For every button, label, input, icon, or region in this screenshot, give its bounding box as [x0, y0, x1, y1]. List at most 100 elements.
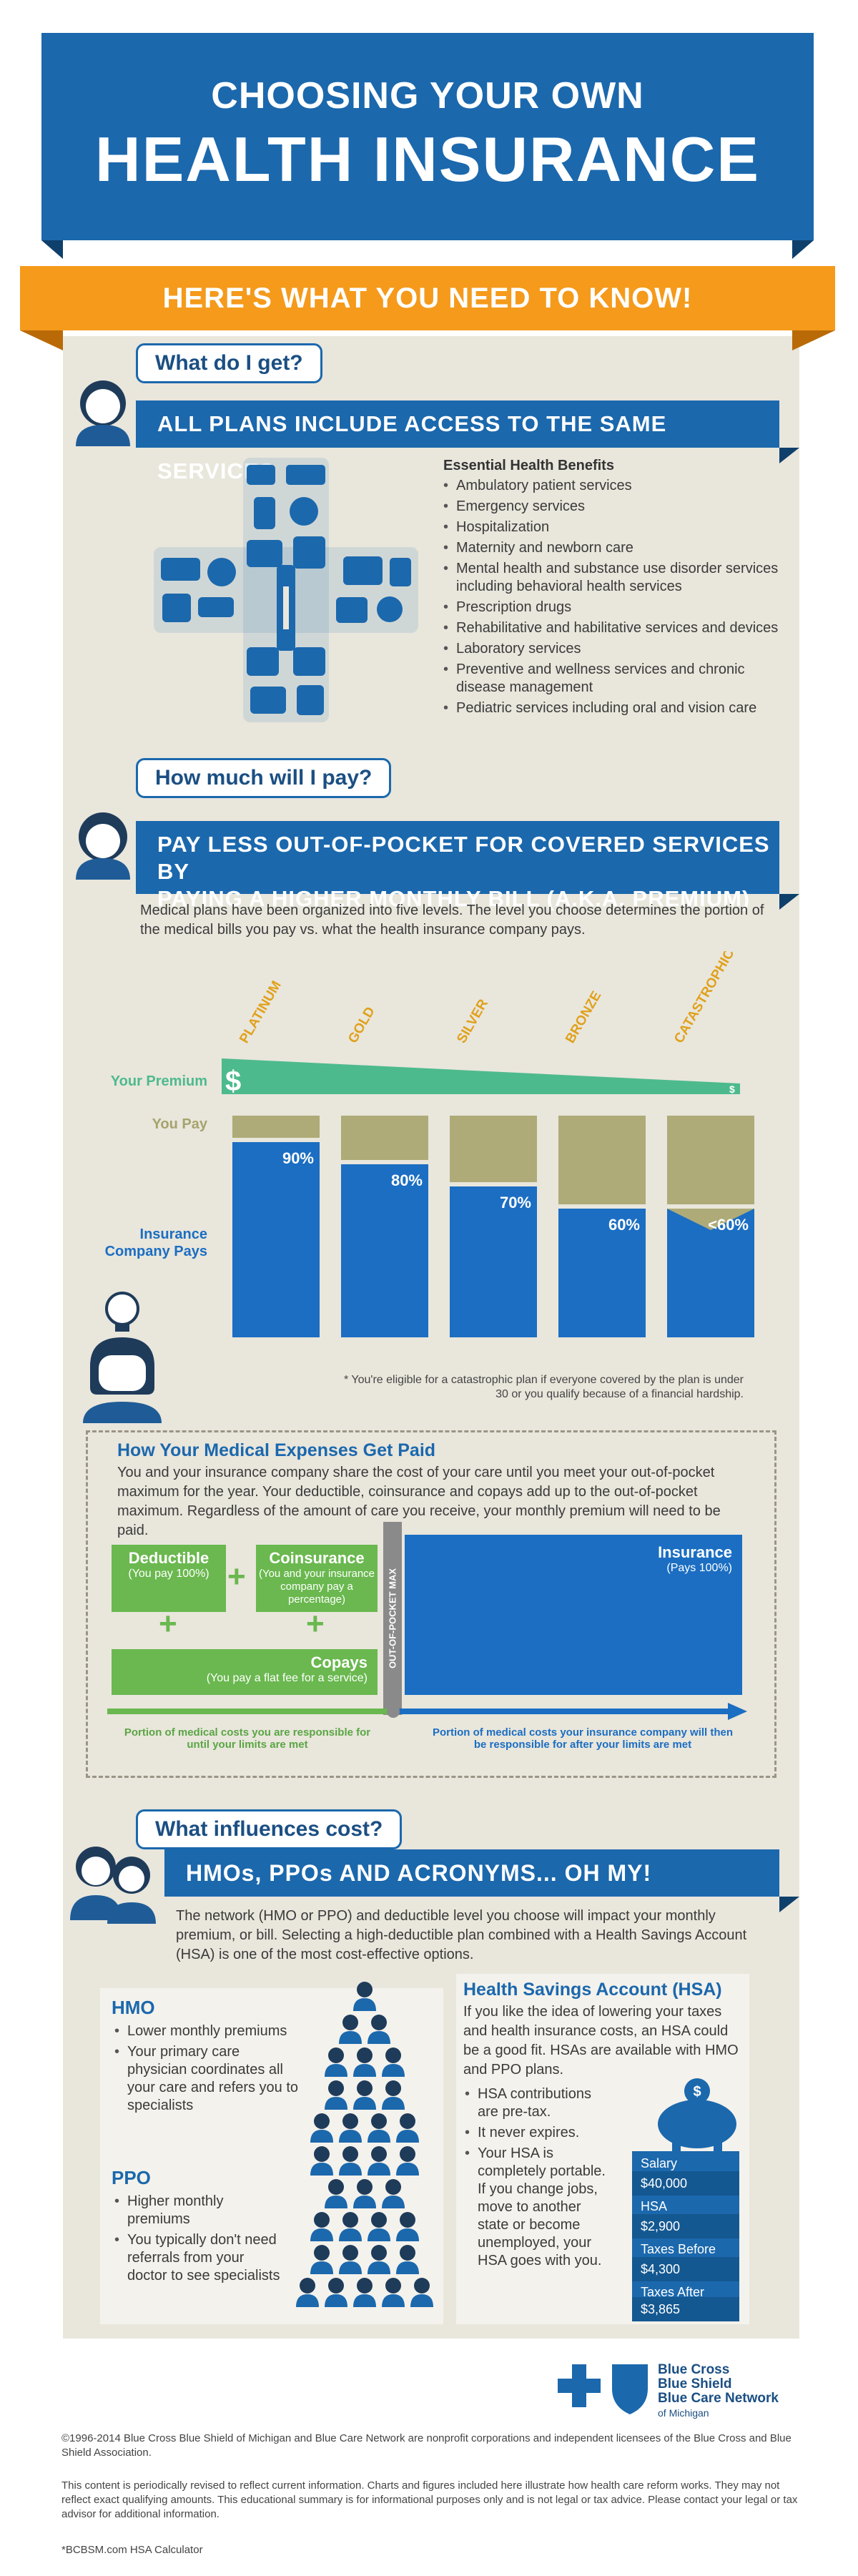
section1-banner: ALL PLANS INCLUDE ACCESS TO THE SAME SER…	[136, 400, 779, 483]
caption-you-responsible: Portion of medical costs you are respons…	[124, 1726, 371, 1751]
doctor-body	[339, 2130, 362, 2143]
expense-timeline-arrow	[107, 1703, 747, 1720]
doctor-head	[400, 2245, 415, 2261]
doctor-body	[396, 2163, 419, 2176]
benefit-item: Hospitalization	[443, 518, 779, 536]
hmo-item: Lower monthly premiums	[114, 2022, 300, 2040]
expenses-box	[86, 1430, 776, 1778]
title-banner: CHOOSING YOUR OWN HEALTH INSURANCE	[41, 33, 814, 240]
doctor-body	[382, 2097, 405, 2110]
insurance-pays-bar	[558, 1209, 646, 1337]
section3-banner: HMOs, PPOs AND ACRONYMS... OH MY!	[164, 1849, 779, 1897]
value-label: 90%	[282, 1149, 314, 1167]
doctor-body	[310, 2261, 333, 2274]
plans-intro-text: Medical plans have been organized into f…	[140, 903, 764, 938]
plan-levels-chart: $ $ Your Premium You Pay Insurance Compan…	[105, 951, 754, 1337]
subtitle-ribbon: HERE'S WHAT YOU NEED TO KNOW!	[20, 266, 835, 330]
caption-insurance-responsible: Portion of medical costs your insurance …	[432, 1726, 734, 1751]
copays-sub: (You pay a flat fee for a service)	[206, 1672, 368, 1684]
coinsurance-title: Coinsurance	[269, 1549, 365, 1567]
doctor-body	[368, 2228, 390, 2241]
money-value: $2,900	[632, 2214, 739, 2238]
category-label: BRONZE	[563, 989, 604, 1046]
doctor-head	[400, 2146, 415, 2162]
doctor-head	[314, 2113, 330, 2129]
doctor-body	[368, 2163, 390, 2176]
doctor-body	[382, 2064, 405, 2077]
logo-line-2: Blue Shield	[658, 2376, 732, 2391]
doctor-head	[357, 2047, 373, 2063]
hmo-item: Your primary care physician coordinates …	[114, 2043, 300, 2115]
value-label: 70%	[500, 1194, 531, 1211]
ppo-list: Higher monthly premiums You typically do…	[114, 2193, 286, 2288]
ppo-item: Higher monthly premiums	[114, 2193, 286, 2228]
doctor-head	[400, 2212, 415, 2228]
benefit-item: Ambulatory patient services	[443, 477, 779, 495]
doctor-body	[339, 2228, 362, 2241]
value-label: <60%	[708, 1216, 749, 1234]
category-label: PLATINUM	[237, 978, 285, 1046]
doctor-body	[296, 2294, 319, 2307]
doctor-head	[371, 2245, 387, 2261]
avatar-couple-icon	[70, 1847, 156, 1924]
doctor-head	[314, 2245, 330, 2261]
insurance-title: Insurance	[658, 1543, 732, 1561]
hsa-intro: If you like the idea of lowering your ta…	[463, 2004, 739, 2078]
doctor-head	[385, 2179, 401, 2195]
doctor-body	[396, 2130, 419, 2143]
section2-banner-line2: PAYING A HIGHER MONTHLY BILL (A.K.A. PRE…	[157, 886, 751, 911]
category-label: GOLD	[345, 1004, 378, 1046]
premium-high-symbol: $	[225, 1066, 241, 1097]
doctor-head	[371, 2015, 387, 2030]
you-pay-bar	[341, 1116, 428, 1160]
doctor-head	[342, 2015, 358, 2030]
ppo-title: PPO	[112, 2167, 151, 2188]
question-how-much-will-i-pay: How much will I pay?	[136, 758, 392, 798]
doctor-head	[342, 2146, 358, 2162]
plus-icon: +	[227, 1559, 246, 1594]
out-of-pocket-max-label: OUT-OF-POCKET MAX	[387, 1568, 398, 1669]
doctor-head	[328, 2047, 344, 2063]
hsa-item: Your HSA is completely portable. If you …	[465, 2145, 608, 2270]
insurance-pays-bar	[450, 1186, 537, 1337]
catastrophic-notch	[667, 1209, 754, 1230]
coinsurance-sub: (You and your insurance company pay a pe…	[258, 1568, 375, 1606]
doctor-head	[357, 2179, 373, 2195]
doctor-body	[353, 2097, 376, 2110]
doctor-head	[342, 2212, 358, 2228]
doctor-body	[339, 2031, 362, 2044]
doctor-body	[353, 1998, 376, 2011]
section2-banner-line1: PAY LESS OUT-OF-POCKET FOR COVERED SERVI…	[157, 832, 770, 884]
logo-line-1: Blue Cross	[658, 2362, 730, 2377]
insurance-pays-bar	[341, 1164, 428, 1337]
benefit-item: Rehabilitative and habilitative services…	[443, 619, 779, 637]
doctor-head	[328, 2080, 344, 2096]
doctor-head	[328, 2278, 344, 2294]
ribbon-fold-left	[20, 330, 63, 350]
doctor-body	[325, 2064, 347, 2077]
doctor-body	[368, 2031, 390, 2044]
bcbs-logo-text: Blue Cross Blue Shield Blue Care Network…	[658, 2363, 779, 2420]
money-value: $4,300	[632, 2257, 739, 2281]
footer-hsa-calculator: *BCBSM.com HSA Calculator	[61, 2544, 203, 2556]
benefit-item: Emergency services	[443, 498, 779, 516]
deductible-sub: (You pay 100%)	[128, 1568, 209, 1580]
doctor-head	[385, 2278, 401, 2294]
premium-band	[222, 1058, 740, 1094]
deductible-title: Deductible	[128, 1549, 209, 1567]
ribbon-fold-right	[792, 330, 835, 350]
hmo-list: Lower monthly premiums Your primary care…	[114, 2022, 300, 2118]
value-label: 80%	[391, 1171, 423, 1189]
doctor-body	[353, 2196, 376, 2208]
doctor-head	[371, 2113, 387, 2129]
section1-banner-fold	[779, 448, 799, 463]
hero-fold-right	[792, 240, 814, 259]
logo-line-3: Blue Care Network	[658, 2391, 779, 2406]
plus-icon: +	[159, 1606, 177, 1641]
you-pay-bar	[232, 1116, 320, 1138]
hero-fold-left	[41, 240, 63, 259]
benefit-item: Laboratory services	[443, 640, 779, 658]
doctor-head	[314, 2212, 330, 2228]
doctor-body	[310, 2130, 333, 2143]
doctor-body	[382, 2294, 405, 2307]
